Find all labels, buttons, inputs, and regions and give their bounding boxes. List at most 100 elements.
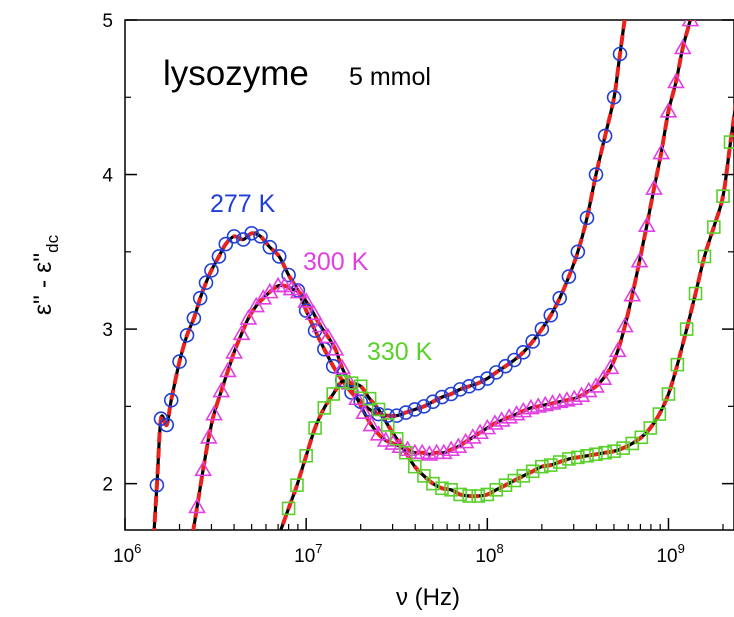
marker-series-0 xyxy=(543,307,559,323)
marker-series-0 xyxy=(443,386,459,402)
marker-series-0 xyxy=(507,352,522,368)
marker-series-2 xyxy=(589,447,603,462)
marker-series-1 xyxy=(376,431,395,447)
marker-series-2 xyxy=(571,450,585,465)
marker-series-2 xyxy=(697,249,712,264)
marker-series-0 xyxy=(186,310,202,326)
y-axis-label-subscript: dc xyxy=(43,234,62,252)
marker-series-1 xyxy=(355,403,374,419)
marker-series-2 xyxy=(389,432,404,446)
marker-series-1 xyxy=(333,358,352,375)
marker-series-0 xyxy=(211,249,227,264)
marker-series-2 xyxy=(308,421,322,435)
marker-series-1 xyxy=(369,425,388,441)
marker-series-0 xyxy=(407,402,423,417)
marker-series-2 xyxy=(616,441,630,455)
marker-series-1 xyxy=(463,428,482,444)
marker-series-0 xyxy=(179,327,195,343)
marker-series-1 xyxy=(492,411,511,427)
marker-series-2 xyxy=(507,473,522,488)
marker-series-2 xyxy=(535,459,549,474)
marker-series-1 xyxy=(667,72,685,89)
marker-series-0 xyxy=(271,249,287,264)
marker-series-0 xyxy=(425,394,441,410)
marker-series-2 xyxy=(462,489,476,503)
data-markers xyxy=(149,20,734,516)
marker-series-1 xyxy=(205,404,223,421)
marker-series-1 xyxy=(536,395,555,412)
y-tick-label: 3 xyxy=(102,320,113,341)
marker-series-1 xyxy=(311,316,330,333)
series-label-0: 277 K xyxy=(210,190,276,218)
marker-series-1 xyxy=(304,304,323,321)
marker-series-0 xyxy=(298,303,314,318)
marker-series-0 xyxy=(516,344,531,360)
marker-series-0 xyxy=(525,334,540,349)
marker-series-1 xyxy=(194,460,213,477)
marker-series-1 xyxy=(630,251,649,268)
marker-series-1 xyxy=(587,377,605,393)
marker-series-0 xyxy=(470,375,486,391)
marker-series-2 xyxy=(634,430,649,445)
marker-series-2 xyxy=(480,487,495,502)
marker-series-0 xyxy=(244,225,259,241)
marker-series-1 xyxy=(645,179,663,195)
y-tick-label: 2 xyxy=(102,475,113,496)
marker-series-1 xyxy=(565,389,584,406)
marker-series-1 xyxy=(188,497,206,514)
marker-series-1 xyxy=(297,292,316,308)
marker-series-2 xyxy=(335,374,349,389)
marker-series-2 xyxy=(299,449,313,463)
marker-series-1 xyxy=(522,398,540,415)
marker-series-0 xyxy=(606,89,622,105)
marker-series-0 xyxy=(570,244,586,260)
marker-series-1 xyxy=(529,397,548,413)
marker-series-0 xyxy=(325,358,341,374)
marker-series-1 xyxy=(326,340,345,356)
marker-series-1 xyxy=(212,381,231,398)
marker-series-0 xyxy=(416,399,432,414)
marker-series-1 xyxy=(623,285,642,302)
marker-series-0 xyxy=(192,290,208,306)
marker-series-1 xyxy=(456,432,475,449)
marker-series-0 xyxy=(561,269,577,284)
series-label-2: 330 K xyxy=(367,338,433,366)
marker-series-0 xyxy=(307,323,323,338)
marker-series-2 xyxy=(444,483,458,497)
x-tick-label: 107 xyxy=(294,541,322,567)
x-tick-exponent: 7 xyxy=(315,541,322,556)
marker-series-0 xyxy=(434,389,450,405)
marker-series-1 xyxy=(572,386,591,402)
marker-series-2 xyxy=(380,418,395,432)
plot-frame xyxy=(124,19,734,531)
marker-series-1 xyxy=(594,369,613,385)
marker-series-1 xyxy=(550,392,569,409)
marker-series-1 xyxy=(579,381,598,398)
marker-series-0 xyxy=(281,267,296,283)
x-tick-base: 10 xyxy=(113,546,134,567)
marker-series-1 xyxy=(449,437,468,453)
x-tick-label: 109 xyxy=(656,541,684,567)
marker-series-1 xyxy=(384,434,402,450)
x-tick-label: 106 xyxy=(113,541,141,567)
marker-series-0 xyxy=(218,236,234,252)
marker-series-1 xyxy=(652,143,671,160)
marker-series-2 xyxy=(426,476,440,491)
marker-series-2 xyxy=(362,391,377,406)
series-label-1: 300 K xyxy=(303,248,369,276)
marker-series-0 xyxy=(389,408,404,423)
marker-series-2 xyxy=(543,458,558,472)
marker-series-0 xyxy=(579,210,595,226)
x-tick-exponent: 8 xyxy=(496,541,503,556)
marker-series-0 xyxy=(353,394,368,410)
marker-series-1 xyxy=(543,394,562,410)
marker-series-2 xyxy=(661,387,676,401)
marker-series-2 xyxy=(399,445,413,460)
x-tick-base: 10 xyxy=(475,546,496,567)
marker-series-0 xyxy=(163,392,179,408)
marker-series-1 xyxy=(434,443,453,460)
marker-series-2 xyxy=(453,487,467,502)
marker-series-0 xyxy=(253,229,268,244)
marker-series-1 xyxy=(275,276,294,293)
marker-series-1 xyxy=(247,296,266,313)
